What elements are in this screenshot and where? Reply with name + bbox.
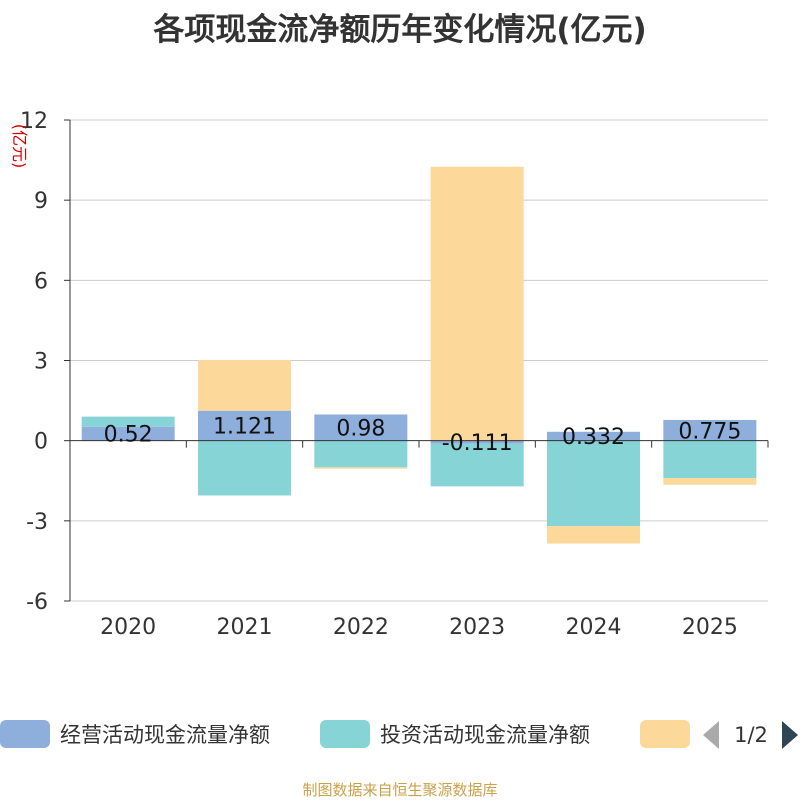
triangle-right-icon[interactable] bbox=[782, 721, 798, 749]
x-tick-label: 2023 bbox=[449, 615, 505, 640]
data-label: 0.52 bbox=[104, 423, 153, 448]
bar-series-3-2023 bbox=[430, 166, 524, 441]
data-label: 0.332 bbox=[562, 425, 625, 450]
bar-series-1-2023 bbox=[430, 440, 524, 444]
legend-swatch-2 bbox=[320, 720, 370, 748]
bar-series-3-2024 bbox=[547, 526, 640, 544]
bar-series-1-2025 bbox=[663, 419, 757, 441]
bar-series-2-2025 bbox=[663, 440, 757, 479]
triangle-left-icon[interactable] bbox=[703, 721, 719, 749]
legend-page-indicator: 1/2 bbox=[734, 723, 768, 747]
bar-series-1-2024 bbox=[547, 431, 640, 441]
y-tick-label: -3 bbox=[26, 510, 48, 535]
y-tick-label: 6 bbox=[34, 269, 48, 294]
x-tick-label: 2021 bbox=[217, 615, 273, 640]
source-note: 制图数据来自恒生聚源数据库 bbox=[302, 781, 498, 799]
y-tick-label: -6 bbox=[26, 590, 48, 615]
y-tick-label: 0 bbox=[34, 430, 48, 455]
bar-series-2-2022 bbox=[314, 440, 408, 468]
y-tick-label: 3 bbox=[34, 350, 48, 375]
data-label: 0.775 bbox=[678, 419, 741, 444]
legend-label-1: 经营活动现金流量净额 bbox=[60, 723, 270, 747]
bar-series-1-2022 bbox=[314, 414, 408, 441]
data-label: 1.121 bbox=[213, 415, 276, 440]
data-label: 0.98 bbox=[336, 417, 385, 442]
bar-series-2-2021 bbox=[198, 440, 291, 496]
bar-series-2-2020 bbox=[81, 416, 175, 427]
bar-series-1-2021 bbox=[198, 410, 291, 441]
bar-series-1-2020 bbox=[81, 426, 175, 441]
bar-series-3-2025 bbox=[663, 478, 757, 485]
x-tick-label: 2025 bbox=[682, 615, 738, 640]
data-labels: 0.52 1.121 0.98 -0.111 0.332 0.775 bbox=[104, 415, 742, 456]
legend-label-2: 投资活动现金流量净额 bbox=[380, 723, 590, 747]
x-tick-label: 2020 bbox=[100, 615, 156, 640]
legend-swatch-1 bbox=[0, 720, 50, 748]
x-tick-label: 2022 bbox=[333, 615, 389, 640]
y-tick-label: 9 bbox=[34, 189, 48, 214]
x-tick-label: 2024 bbox=[566, 615, 622, 640]
bar-series-3-2021 bbox=[198, 359, 291, 411]
y-axis-unit: (亿元) bbox=[10, 124, 29, 169]
bar-series-2-2024 bbox=[547, 440, 640, 527]
chart-title: 各项现金流净额历年变化情况(亿元) bbox=[153, 12, 647, 48]
axes: -6 -3 0 3 6 9 12(亿元) 2020 2021 2022 2023 2024 2025 bbox=[10, 109, 769, 640]
data-label: -0.111 bbox=[442, 431, 513, 456]
bar-series-3-2022 bbox=[314, 467, 408, 469]
bar-series-2-2023 bbox=[430, 443, 524, 487]
bars bbox=[81, 166, 757, 544]
grid-lines bbox=[70, 119, 768, 602]
legend: 经营活动现金流量净额 投资活动现金流量净额 1/2 bbox=[0, 720, 798, 749]
y-tick-label: 12 bbox=[20, 109, 48, 134]
legend-swatch-3 bbox=[640, 720, 690, 748]
